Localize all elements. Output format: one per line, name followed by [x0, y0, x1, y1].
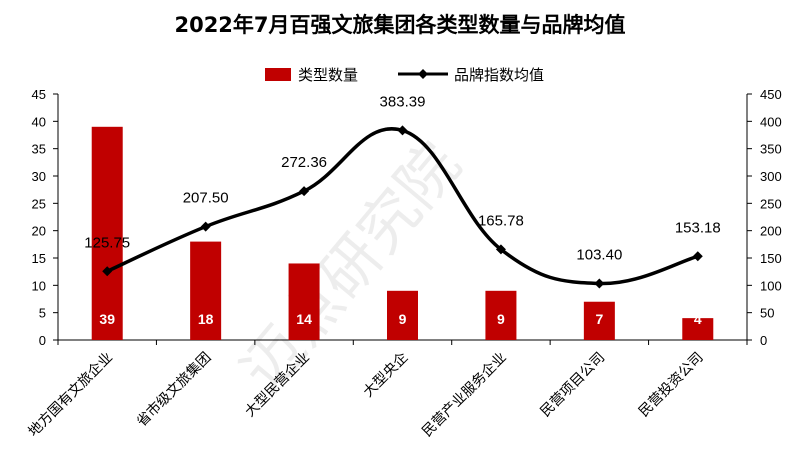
category-labels: 地方国有文旅企业 省市级文旅集团 大型民营企业 大型央企 民营产业服务企业 民营项目公司民… [25, 340, 748, 440]
category-label: 地方国有文旅企业 [25, 349, 116, 440]
bar-labels: 39 18 14 9 9 7 4 [99, 311, 701, 327]
y-right-tick-label: 350 [760, 142, 782, 157]
line-series [102, 125, 703, 289]
bar [190, 241, 222, 340]
y-right-tick-label: 300 [760, 169, 782, 184]
chart-title: 2022年7月百强文旅集团各类型数量与品牌均值 [174, 13, 625, 37]
category-label: 省市级文旅集团 [133, 349, 214, 430]
line-value-label: 125.75 [84, 234, 130, 251]
y-left-tick-label: 0 [39, 333, 46, 348]
bar-value-label: 9 [399, 311, 407, 327]
y-left-tick-label: 35 [32, 142, 46, 157]
line-value-label: 103.40 [576, 246, 622, 263]
bar-value-label: 7 [595, 311, 603, 327]
y-left-tick-label: 20 [32, 224, 46, 239]
y-left-tick-label: 30 [32, 169, 46, 184]
line-point [299, 186, 310, 197]
y-left-tick-label: 45 [32, 87, 46, 102]
line-point [594, 278, 605, 289]
y-right-tick-label: 150 [760, 251, 782, 266]
bar [387, 290, 418, 340]
line-point [200, 221, 211, 232]
y-left-tick-label: 25 [32, 196, 46, 211]
category-label: 民营产业服务企业 [419, 349, 510, 440]
line-value-label: 207.50 [183, 190, 229, 207]
y-right-ticks: 0 50 100 150 200 250 300 350 400 450 [747, 87, 782, 348]
legend-bar-label: 类型数量 [298, 66, 358, 84]
line-value-label: 165.78 [478, 212, 524, 229]
line-value-label: 383.39 [380, 93, 426, 110]
y-right-tick-label: 450 [760, 87, 782, 102]
category-label: 大型央企 [360, 349, 412, 401]
y-right-tick-label: 400 [760, 114, 782, 129]
line-value-label: 153.18 [675, 219, 721, 236]
y-left-tick-label: 10 [32, 278, 46, 293]
bar-value-label: 4 [694, 311, 702, 327]
line-point [397, 125, 408, 136]
bar-value-label: 39 [99, 311, 115, 327]
bar [682, 318, 714, 340]
category-label: 民营投资公司 [636, 350, 707, 421]
legend-line-marker [418, 69, 428, 79]
line-point [692, 251, 703, 262]
legend: 类型数量 品牌指数均值 [265, 66, 544, 84]
bar-value-label: 18 [198, 311, 214, 327]
bar [583, 301, 615, 340]
bar [91, 126, 123, 340]
legend-line-label: 品牌指数均值 [454, 66, 544, 84]
line-labels: 125.75 207.50 272.36 383.39 165.78 103.40 153.… [84, 93, 720, 263]
y-right-tick-label: 0 [760, 333, 767, 348]
category-label: 民营项目公司 [537, 350, 608, 421]
line-value-label: 272.36 [281, 154, 327, 171]
watermark: 迈点研究院 [228, 130, 474, 405]
y-right-tick-label: 50 [760, 306, 774, 321]
y-right-tick-label: 200 [760, 224, 782, 239]
y-left-tick-label: 5 [39, 306, 46, 321]
line-point [102, 266, 113, 277]
y-right-tick-label: 100 [760, 278, 782, 293]
bar [288, 263, 320, 340]
y-left-ticks: 0 5 10 15 20 25 30 35 40 45 [32, 87, 58, 348]
bar-value-label: 14 [296, 311, 312, 327]
legend-bar-swatch [265, 68, 291, 81]
bar-series [91, 126, 714, 340]
y-left-tick-label: 40 [32, 114, 46, 129]
line-point [495, 244, 506, 255]
bar [485, 290, 517, 340]
y-left-tick-label: 15 [32, 251, 46, 266]
y-right-tick-label: 250 [760, 196, 782, 211]
bar-value-label: 9 [497, 311, 505, 327]
